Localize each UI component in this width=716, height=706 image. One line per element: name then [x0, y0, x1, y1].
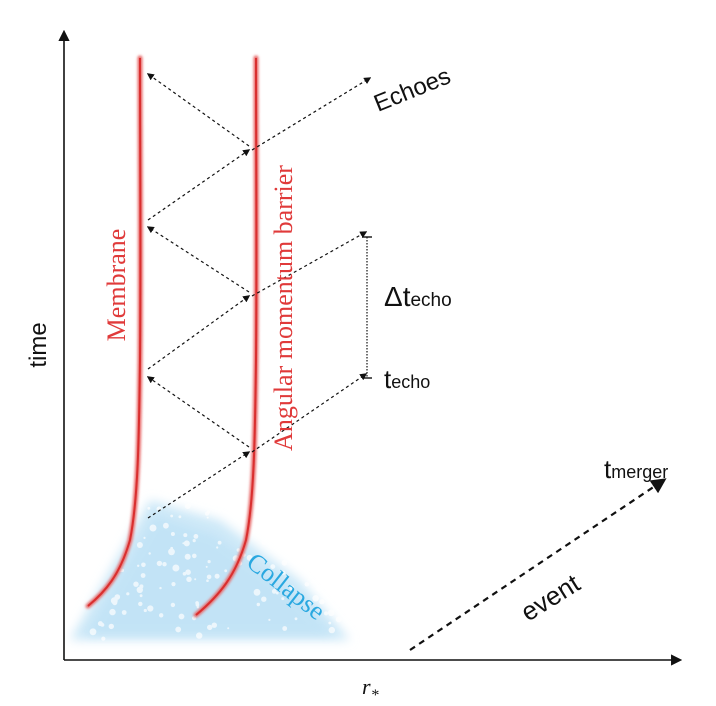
event-arrow — [409, 478, 667, 651]
y-axis-label: time — [25, 322, 52, 367]
echo-arrow-9 — [251, 77, 372, 151]
echo-arrow-2 — [146, 376, 250, 448]
techo-label: techo — [384, 364, 430, 394]
delta-techo-label: Δtecho — [384, 281, 452, 312]
event-label: event — [515, 568, 585, 628]
tmerger-label: tmerger — [604, 454, 668, 484]
echo-arrow-1 — [147, 451, 251, 519]
x-axis-label: r* — [362, 674, 379, 704]
collapse-cloud — [70, 500, 350, 641]
echo-arrow-5 — [146, 226, 250, 293]
echo-arrow-4 — [147, 295, 251, 370]
echo-arrow-3 — [251, 373, 368, 453]
membrane-label: Membrane — [102, 229, 131, 342]
echo-arrow-6 — [251, 231, 368, 297]
barrier-label: Angular momentum barrier — [269, 165, 298, 451]
echo-arrows — [146, 73, 372, 519]
echo-arrow-8 — [146, 73, 250, 147]
echo-arrow-7 — [147, 149, 251, 221]
echoes-label: Echoes — [370, 63, 454, 118]
